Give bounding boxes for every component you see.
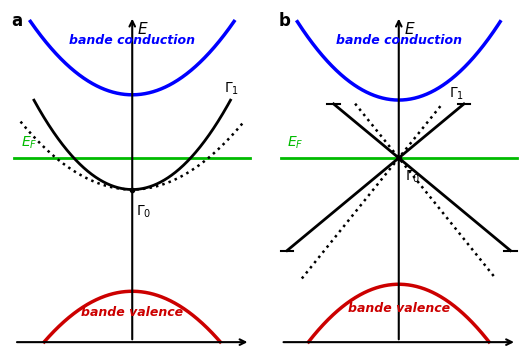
Text: b: b xyxy=(278,12,290,30)
Text: bande conduction: bande conduction xyxy=(69,34,195,47)
Text: $\Gamma_1$: $\Gamma_1$ xyxy=(224,80,239,97)
Text: $E$: $E$ xyxy=(404,21,415,37)
Text: $E_F$: $E_F$ xyxy=(21,135,37,151)
Text: $E_F$: $E_F$ xyxy=(287,135,304,151)
Text: bande conduction: bande conduction xyxy=(336,34,462,47)
Text: $\Gamma_0$: $\Gamma_0$ xyxy=(405,169,421,185)
Text: bande valence: bande valence xyxy=(348,302,450,315)
Text: bande valence: bande valence xyxy=(81,306,183,319)
Text: $E$: $E$ xyxy=(138,21,149,37)
Text: a: a xyxy=(12,12,23,30)
Text: $\Gamma_0$: $\Gamma_0$ xyxy=(136,204,151,220)
Text: $\Gamma_1$: $\Gamma_1$ xyxy=(449,86,464,102)
